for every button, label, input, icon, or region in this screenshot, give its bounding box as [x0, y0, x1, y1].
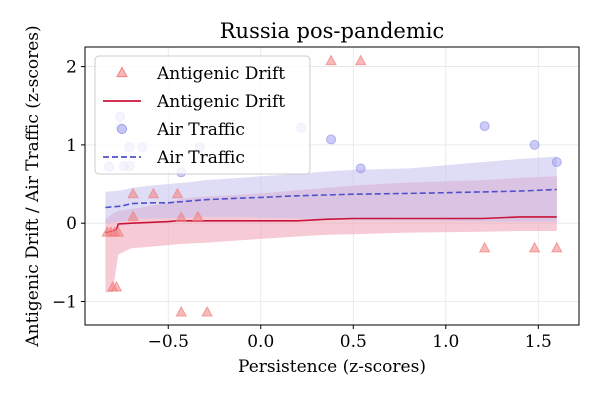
legend-circle-marker	[117, 124, 127, 134]
y-tick-label: 0	[66, 214, 77, 234]
antigenic-drift-point	[110, 280, 123, 292]
x-tick-label: 0.5	[340, 332, 367, 352]
antigenic-drift-point	[112, 226, 125, 237]
y-axis-label: Antigenic Drift / Air Traffic (z-scores)	[23, 25, 43, 347]
confidence-bands	[105, 156, 557, 293]
confidence-band	[105, 156, 557, 224]
x-tick-label: 1.5	[525, 332, 552, 352]
legend-triangle-marker	[116, 66, 128, 78]
plot-area-frame	[84, 46, 580, 326]
trend-line-dashed	[105, 188, 557, 209]
antigenic-drift-point	[201, 305, 213, 317]
antigenic-drift-point	[127, 187, 139, 199]
antigenic-drift-point	[127, 210, 139, 222]
y-tick-label: −1	[52, 293, 77, 313]
antigenic-drift-point	[528, 241, 541, 253]
air-traffic-point	[529, 139, 540, 150]
x-tick-label: 1.0	[432, 332, 459, 352]
antigenic-drift-point	[478, 241, 491, 253]
air-traffic-point	[355, 163, 366, 174]
x-tick-label: −0.5	[148, 332, 189, 352]
legend-label: Antigenic Drift	[156, 92, 285, 112]
antigenic-drift-point	[192, 210, 204, 222]
chart-title: Russia pos-pandemic	[220, 19, 445, 43]
axis-ticks: −0.5 0.0 0.5 1.0 1.5 −1 0 1 2	[52, 58, 552, 352]
legend-label: Air Traffic	[156, 120, 245, 140]
antigenic-drift-point	[325, 54, 337, 66]
legend-label: Air Traffic	[156, 148, 245, 168]
x-tick-label: 0.0	[247, 332, 274, 352]
air-traffic-point	[479, 121, 490, 132]
antigenic-drift-point	[354, 54, 367, 66]
y-tick-label: 1	[66, 136, 77, 156]
x-axis-label: Persistence (z-scores)	[238, 357, 426, 377]
air-traffic-point	[326, 134, 337, 145]
antigenic-drift-point	[551, 241, 563, 253]
legend: Antigenic Drift Antigenic Drift Air Traffi…	[94, 55, 311, 175]
antigenic-drift-point	[175, 305, 188, 317]
legend-label: Antigenic Drift	[156, 64, 285, 84]
antigenic-drift-point	[175, 211, 188, 222]
air-traffic-point	[551, 157, 562, 168]
legend-box	[94, 55, 311, 175]
antigenic-drift-point	[171, 187, 184, 199]
y-tick-label: 2	[66, 58, 77, 78]
antigenic-drift-point	[147, 187, 160, 199]
